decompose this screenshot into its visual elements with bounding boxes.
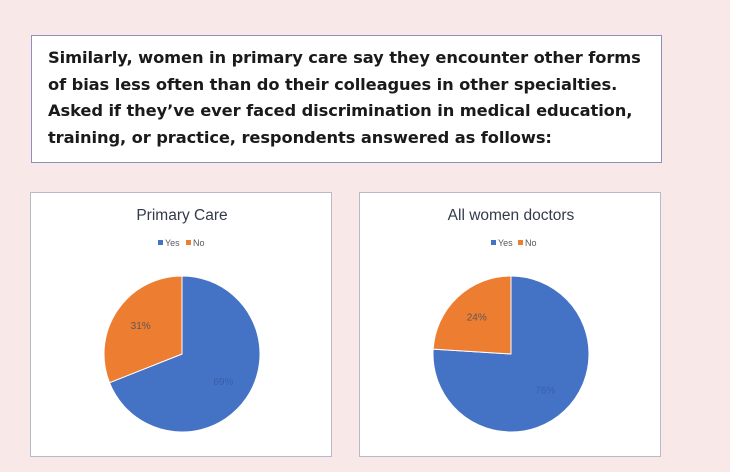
legend-swatch-yes — [158, 240, 163, 245]
chart-primary-care-svg: Primary Care Yes No 69% 31% — [103, 207, 261, 433]
chart-all-women-doctors: All women doctors Yes No 76% 24% — [359, 192, 661, 457]
pie-slice-yes — [108, 275, 261, 433]
pie-all-women-doctors: 76% 24% — [432, 275, 590, 433]
legend-label-yes: Yes — [498, 238, 513, 248]
pie-primary-care: 69% 31% — [103, 275, 261, 433]
legend-swatch-yes — [491, 240, 496, 245]
data-label-yes: 69% — [213, 377, 233, 388]
legend-label-yes: Yes — [165, 238, 180, 248]
chart-primary-care: Primary Care Yes No 69% 31% — [30, 192, 332, 457]
legend-swatch-no — [186, 240, 191, 245]
data-label-no: 31% — [131, 321, 151, 332]
legend-swatch-no — [518, 240, 523, 245]
legend-label-no: No — [525, 238, 537, 248]
data-label-no: 24% — [467, 313, 487, 324]
legend: Yes No — [158, 238, 205, 248]
pie-slice-no — [432, 275, 512, 355]
pie-slice-no — [103, 275, 183, 384]
chart-title: All women doctors — [448, 207, 575, 224]
intro-text: Similarly, women in primary care say the… — [48, 48, 641, 147]
legend-label-no: No — [193, 238, 205, 248]
data-label-yes: 76% — [535, 385, 555, 396]
legend: Yes No — [491, 238, 537, 248]
chart-title: Primary Care — [136, 207, 227, 224]
intro-text-box: Similarly, women in primary care say the… — [31, 35, 662, 163]
chart-all-women-doctors-svg: All women doctors Yes No 76% 24% — [432, 207, 590, 433]
